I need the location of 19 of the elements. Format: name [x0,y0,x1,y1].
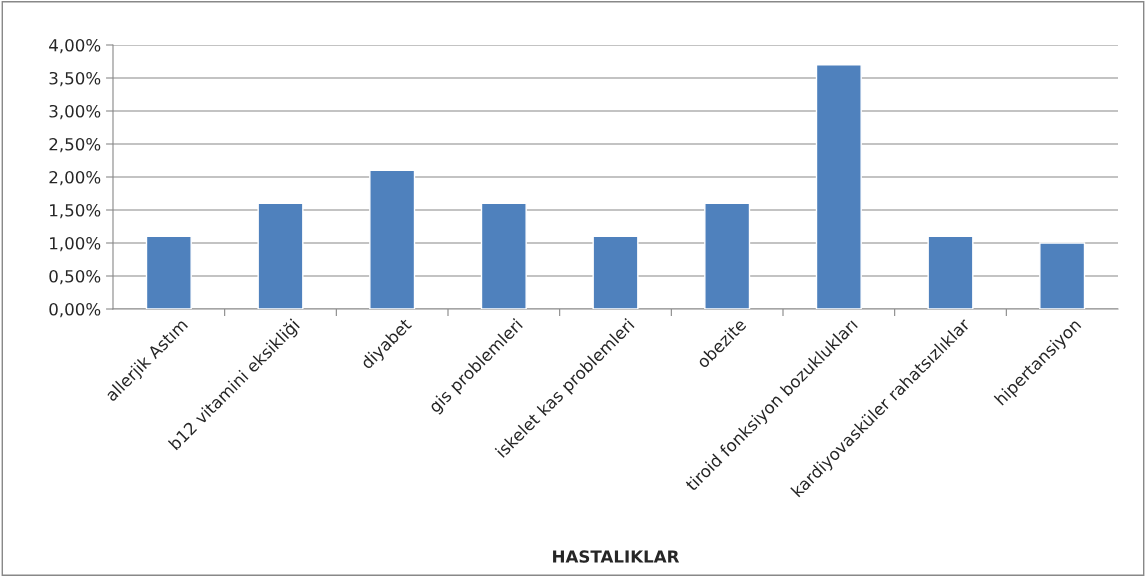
bar [480,202,527,309]
y-tick-label: 3,50% [49,71,101,87]
bar [927,235,974,309]
bar [145,235,192,309]
y-tick-label: 4,00% [49,38,101,54]
bar [369,169,416,309]
x-axis-title: HASTALIKLAR [553,550,680,563]
bar [704,202,751,309]
bar [815,64,862,309]
bar [1039,242,1086,309]
y-tick-label: 0,00% [49,302,101,318]
y-tick-label: 3,00% [49,104,101,120]
bar [592,235,639,309]
bar [257,202,304,309]
y-tick-label: 0,50% [49,269,101,285]
y-tick-label: 2,00% [49,170,101,186]
y-tick-label: 2,50% [49,137,101,153]
y-tick-label: 1,50% [50,203,101,219]
y-tick-label: 1,00% [50,236,101,252]
